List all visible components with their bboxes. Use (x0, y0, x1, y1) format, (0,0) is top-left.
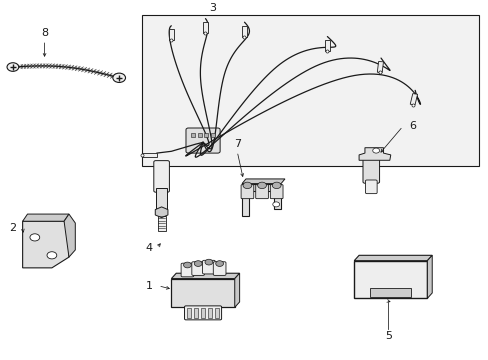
Circle shape (243, 182, 251, 189)
Circle shape (30, 234, 40, 241)
Bar (142, 15, 478, 166)
Circle shape (194, 261, 202, 266)
Circle shape (272, 182, 281, 189)
Polygon shape (22, 214, 69, 221)
Text: 4: 4 (145, 243, 153, 253)
Polygon shape (155, 207, 167, 218)
Polygon shape (377, 62, 383, 72)
Circle shape (372, 148, 379, 153)
Polygon shape (171, 279, 234, 307)
Polygon shape (64, 214, 75, 257)
Circle shape (215, 261, 223, 266)
FancyBboxPatch shape (154, 161, 169, 192)
Circle shape (113, 73, 125, 82)
FancyBboxPatch shape (156, 188, 166, 210)
Polygon shape (142, 153, 157, 157)
FancyBboxPatch shape (241, 185, 253, 199)
Text: 7: 7 (233, 139, 240, 149)
Text: 3: 3 (209, 3, 216, 13)
Bar (201, 308, 204, 318)
Polygon shape (409, 94, 417, 105)
FancyBboxPatch shape (365, 180, 376, 194)
FancyBboxPatch shape (362, 159, 379, 183)
Polygon shape (168, 30, 173, 40)
Circle shape (183, 262, 191, 268)
FancyBboxPatch shape (158, 216, 165, 230)
FancyBboxPatch shape (191, 262, 204, 275)
Circle shape (204, 259, 212, 265)
Polygon shape (22, 221, 69, 268)
Polygon shape (353, 255, 431, 261)
FancyBboxPatch shape (213, 262, 225, 275)
Bar (207, 308, 211, 318)
Circle shape (7, 63, 19, 71)
Text: 8: 8 (41, 28, 48, 38)
Bar (187, 308, 191, 318)
Polygon shape (242, 179, 285, 184)
FancyBboxPatch shape (181, 263, 193, 277)
Circle shape (47, 252, 57, 259)
FancyBboxPatch shape (255, 185, 268, 199)
Text: 6: 6 (408, 121, 415, 131)
Circle shape (272, 202, 279, 207)
Polygon shape (242, 26, 246, 37)
FancyBboxPatch shape (185, 128, 220, 153)
Polygon shape (325, 40, 329, 51)
Circle shape (257, 182, 266, 189)
Polygon shape (353, 261, 427, 298)
Text: 1: 1 (145, 281, 153, 291)
FancyBboxPatch shape (369, 288, 410, 297)
FancyBboxPatch shape (184, 306, 221, 320)
Bar (194, 308, 198, 318)
Text: 5: 5 (384, 331, 391, 341)
Polygon shape (171, 273, 239, 279)
Polygon shape (242, 184, 281, 216)
Polygon shape (358, 148, 390, 160)
Bar (214, 308, 218, 318)
Polygon shape (203, 22, 207, 33)
Polygon shape (427, 255, 431, 298)
Text: 2: 2 (9, 224, 17, 233)
Polygon shape (234, 273, 239, 307)
FancyBboxPatch shape (270, 185, 283, 199)
FancyBboxPatch shape (202, 260, 215, 274)
